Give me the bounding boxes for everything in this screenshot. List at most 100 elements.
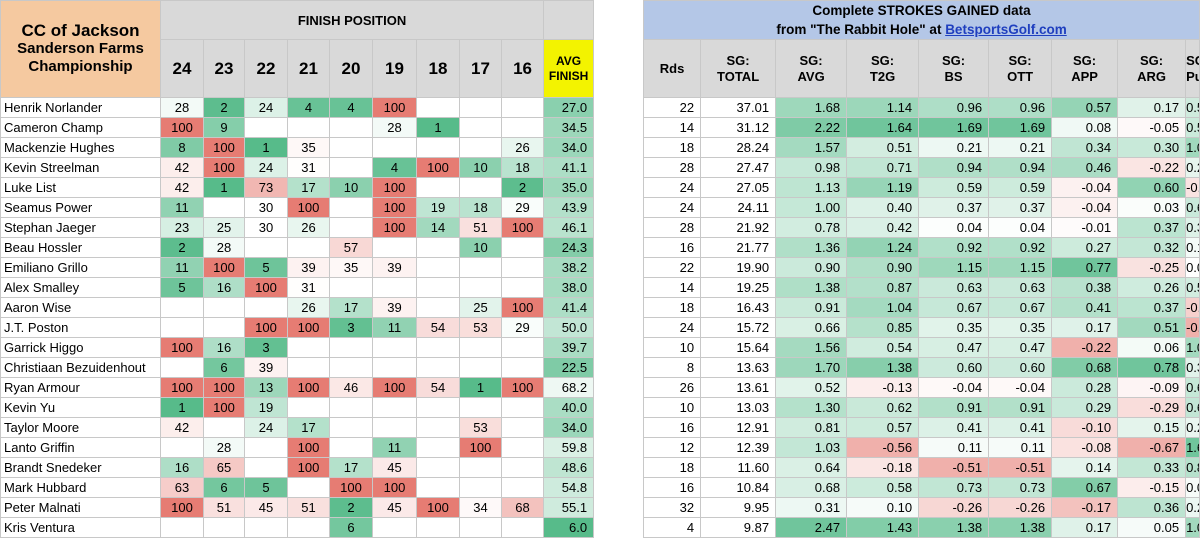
sg-cell: 0.35 [988, 317, 1053, 338]
sg-cell: -0.05 [1117, 117, 1187, 138]
finish-cell: 17 [329, 297, 373, 318]
finish-cell: 2 [203, 97, 245, 118]
player-name: Mackenzie Hughes [0, 137, 161, 158]
sg-cell: 1.38 [988, 517, 1053, 538]
sg-cell: -0.09 [1117, 377, 1187, 398]
finish-cell [372, 137, 417, 158]
gap-column [593, 477, 645, 498]
finish-cell: 100 [287, 457, 330, 478]
sg-cell: 0.50 [1185, 277, 1200, 298]
sg-cell: -0.51 [988, 457, 1053, 478]
gap-column [593, 197, 645, 218]
sg-cell: 15.64 [700, 337, 777, 358]
avg-top-blank [543, 0, 595, 40]
sg-cell: 13.03 [700, 397, 777, 418]
finish-cell: 24 [244, 417, 288, 438]
sg-cell: 12.39 [700, 437, 777, 458]
sg-cell: 1.36 [775, 237, 848, 258]
player-row: Mackenzie Hughes 8 100 1 35 26 34.0 18 28.24 1.57… [0, 137, 1200, 158]
player-row: Christiaan Bezuidenhout 6 39 22.5 8 13.63 1.70… [0, 357, 1200, 378]
sg-cell: -0.10 [1051, 417, 1119, 438]
finish-position-col-header: 21 [287, 39, 330, 98]
rounds-cell: 24 [643, 317, 702, 338]
finish-cell [160, 357, 204, 378]
sg-cell: 0.51 [1117, 317, 1187, 338]
finish-cell [416, 357, 460, 378]
sg-cell: 0.11 [918, 437, 990, 458]
finish-cell [459, 257, 502, 278]
finish-position-col-header: 17 [459, 39, 502, 98]
avg-finish-cell: 41.1 [543, 157, 595, 178]
finish-cell: 10 [329, 177, 373, 198]
finish-position-col-header: 19 [372, 39, 417, 98]
gap-column [593, 377, 645, 398]
finish-cell: 4 [372, 157, 417, 178]
sg-cell: 0.91 [988, 397, 1053, 418]
gap-column [593, 217, 645, 238]
player-name: Kevin Streelman [0, 157, 161, 178]
sg-cell: 1.04 [1185, 517, 1200, 538]
sg-cell: 0.66 [775, 317, 848, 338]
sg-cell: 0.94 [988, 157, 1053, 178]
sg-cell: 1.13 [775, 177, 848, 198]
finish-cell [372, 517, 417, 538]
sg-cell: 9.87 [700, 517, 777, 538]
player-name: Kevin Yu [0, 397, 161, 418]
finish-cell [500, 337, 545, 358]
sg-cell: -0.51 [918, 457, 990, 478]
betsportsgolf-link[interactable]: BetsportsGolf.com [945, 22, 1067, 37]
sg-cell: 0.27 [1051, 237, 1119, 258]
avg-finish-cell: 38.0 [543, 277, 595, 298]
sg-cell: 0.21 [988, 137, 1053, 158]
player-name: J.T. Poston [0, 317, 161, 338]
sg-cell: 0.29 [1051, 397, 1119, 418]
gap-column [593, 117, 645, 138]
finish-cell: 26 [287, 217, 330, 238]
player-row: Kevin Streelman 42 100 24 31 4 100 10 18 41.1 28 27… [0, 157, 1200, 178]
player-row: Aaron Wise 26 17 39 25 100 41.4 18 16.43 0.91 1.04… [0, 297, 1200, 318]
avg-finish-header: AVG FINISH [543, 39, 595, 98]
sg-cell: 0.62 [846, 397, 920, 418]
title-line1: CC of Jackson [21, 21, 140, 40]
sg-header-line1: Complete STROKES GAINED data [812, 3, 1031, 18]
sg-cell: 0.54 [1185, 97, 1200, 118]
sg-cell: -0.20 [1185, 317, 1200, 338]
sg-cell: 0.28 [1051, 377, 1119, 398]
finish-cell: 100 [160, 337, 204, 358]
sg-cell: 1.38 [918, 517, 990, 538]
avg-finish-cell: 22.5 [543, 357, 595, 378]
sg-cell: -0.56 [846, 437, 920, 458]
finish-cell: 100 [160, 497, 204, 518]
sg-cell: 0.11 [988, 437, 1053, 458]
sg-cell: -0.26 [988, 497, 1053, 518]
finish-cell [372, 237, 417, 258]
sg-col-line2: BS [944, 68, 963, 84]
finish-cell: 100 [203, 137, 245, 158]
sg-header-line2: from "The Rabbit Hole" at BetsportsGolf.… [776, 22, 1067, 37]
player-name: Cameron Champ [0, 117, 161, 138]
sg-cell: 0.63 [988, 277, 1053, 298]
sg-cell: 0.17 [1051, 317, 1119, 338]
finish-cell [416, 177, 460, 198]
finish-cell: 6 [329, 517, 373, 538]
sg-cell: 1.15 [988, 257, 1053, 278]
finish-cell: 10 [459, 237, 502, 258]
sg-cell: 0.60 [988, 357, 1053, 378]
rounds-cell: 4 [643, 517, 702, 538]
finish-cell: 24 [244, 157, 288, 178]
player-name: Kris Ventura [0, 517, 161, 538]
gap-column [593, 357, 645, 378]
sg-cell: 0.21 [1185, 497, 1200, 518]
sg-cell: -0.04 [918, 377, 990, 398]
rounds-cell: 28 [643, 157, 702, 178]
sg-column-header: SG: APP [1051, 39, 1119, 98]
finish-cell [287, 357, 330, 378]
player-row: Mark Hubbard 63 6 5 100 100 54.8 16 10.84 0.68 0.5… [0, 477, 1200, 498]
sg-cell: 0.63 [918, 277, 990, 298]
finish-cell: 46 [329, 377, 373, 398]
sg-cell: 0.87 [846, 277, 920, 298]
player-name: Aaron Wise [0, 297, 161, 318]
gap-column [593, 257, 645, 278]
sg-col-line1: SG: [1008, 52, 1032, 68]
finish-cell [459, 477, 502, 498]
